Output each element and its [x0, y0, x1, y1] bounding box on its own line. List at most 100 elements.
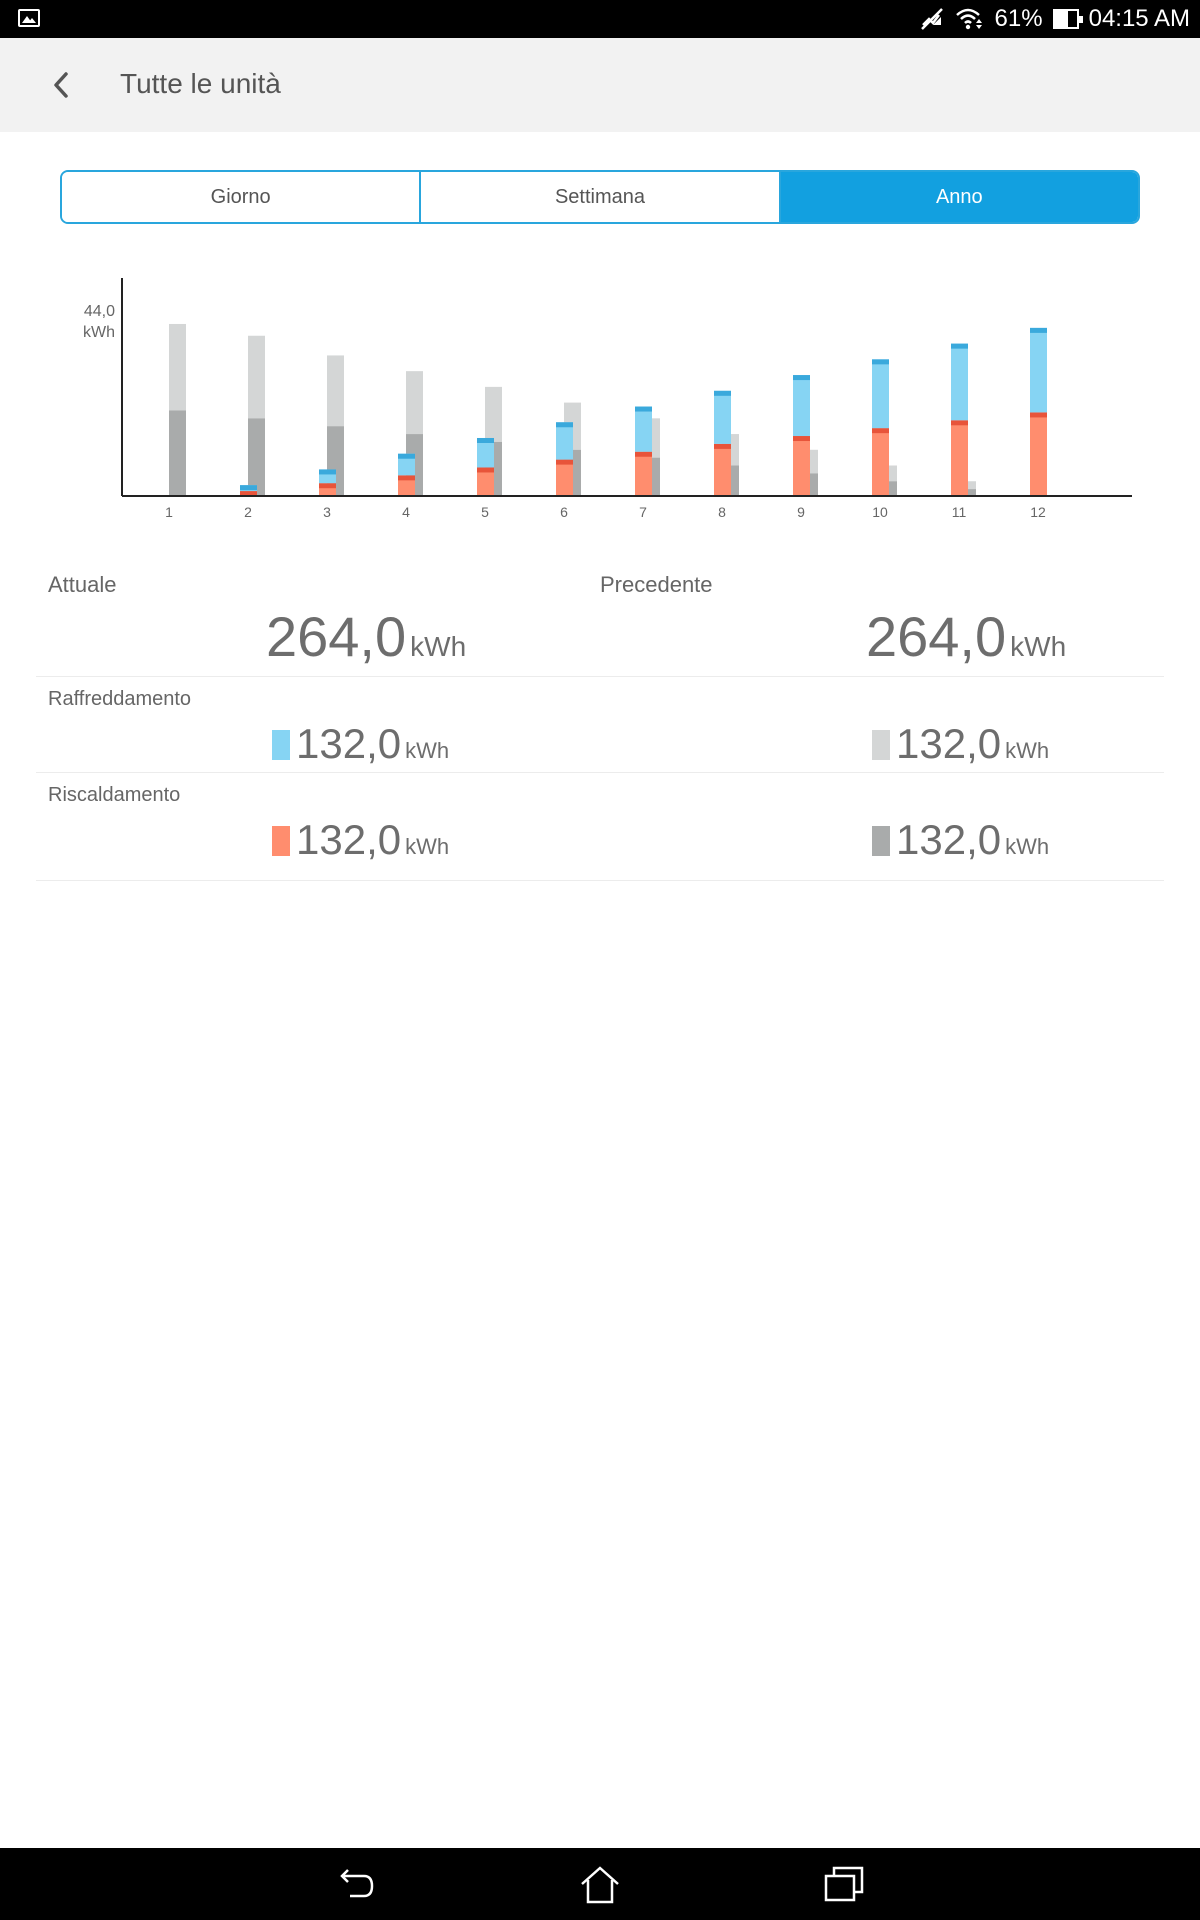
- bar-previous-heating: [248, 418, 265, 495]
- bar-current-heating: [793, 436, 810, 495]
- current-label: Attuale: [48, 572, 117, 597]
- heating-current: 132,0 kWh: [272, 816, 449, 864]
- previous-total-value: 264,0: [866, 605, 1007, 668]
- heating-previous-value: 132,0: [896, 816, 1002, 863]
- bar-current-cooling-cap: [477, 437, 494, 443]
- app-bar: Tutte le unità: [0, 38, 1200, 132]
- bar-current-cooling-cap: [872, 359, 889, 365]
- bar-current-heating-cap: [398, 475, 415, 481]
- x-tick-label: 11: [952, 504, 967, 520]
- page-title: Tutte le unità: [120, 68, 281, 99]
- battery-percent: 61%: [994, 5, 1043, 32]
- cooling-previous-unit: kWh: [1005, 738, 1050, 763]
- x-tick-label: 5: [481, 504, 489, 520]
- bar-current-heating: [477, 467, 494, 495]
- heating-previous-unit: kWh: [1005, 834, 1050, 859]
- bar-current-heating-cap: [793, 436, 810, 442]
- bar-current-cooling: [556, 422, 573, 460]
- heating-current-value: 132,0: [296, 816, 402, 863]
- cooling-current-value: 132,0: [296, 720, 402, 767]
- previous-total-unit: kWh: [1010, 631, 1067, 662]
- energy-bar-chart: 44,0 kWh 1 2 3 4 5 6 7 8 9 10 11 12: [83, 278, 1132, 520]
- bar-current-heating-cap: [240, 491, 257, 495]
- bar-previous-cooling: [169, 323, 186, 411]
- bar-current-cooling: [951, 343, 968, 421]
- bar-current-heating-cap: [556, 459, 573, 465]
- x-tick-label: 9: [797, 504, 805, 520]
- tab-settimana[interactable]: Settimana: [421, 172, 781, 222]
- bar-current-cooling: [635, 406, 652, 452]
- x-tick-label: 6: [560, 504, 568, 520]
- heating-current-unit: kWh: [405, 834, 450, 859]
- bar-current-heating-cap: [319, 483, 336, 489]
- previous-label: Precedente: [600, 572, 713, 597]
- status-bar: 61% 04:15 AM: [0, 0, 1200, 38]
- bar-current-heating: [319, 483, 336, 495]
- bar-current-cooling-cap: [714, 390, 731, 396]
- previous-total: 264,0 kWh: [866, 604, 1066, 669]
- bar-current-cooling: [872, 359, 889, 429]
- mute-icon: [920, 8, 943, 30]
- heating-current-swatch: [272, 826, 290, 856]
- cooling-previous: 132,0 kWh: [872, 720, 1049, 768]
- bar-current-cooling-cap: [240, 485, 257, 491]
- cooling-previous-value: 132,0: [896, 720, 1002, 767]
- heating-previous-swatch: [872, 826, 890, 856]
- divider: [36, 880, 1164, 881]
- x-tick-label: 7: [639, 504, 647, 520]
- home-icon[interactable]: [578, 1862, 622, 1906]
- x-tick-label: 4: [402, 504, 410, 520]
- bar-current-heating: [951, 420, 968, 495]
- bar-previous-heating: [169, 410, 186, 495]
- bar-current-heating-cap: [951, 420, 968, 426]
- bar-current-cooling-cap: [319, 469, 336, 475]
- bar-current-heating-cap: [477, 467, 494, 473]
- divider: [36, 676, 1164, 677]
- current-total: 264,0 kWh: [266, 604, 466, 669]
- cooling-previous-swatch: [872, 730, 890, 760]
- tab-giorno[interactable]: Giorno: [62, 172, 422, 222]
- x-tick-label: 3: [323, 504, 331, 520]
- cooling-label: Raffreddamento: [48, 688, 192, 710]
- period-tabs: Giorno Settimana Anno: [60, 170, 1140, 224]
- bar-current-heating-cap: [714, 443, 731, 449]
- recent-apps-icon[interactable]: [822, 1862, 866, 1906]
- x-tick-label: 2: [244, 504, 252, 520]
- bar-current-cooling-cap: [793, 375, 810, 381]
- bar-current-cooling-cap: [635, 406, 652, 412]
- bar-current-cooling-cap: [556, 422, 573, 428]
- x-tick-label: 10: [872, 504, 888, 520]
- x-tick-label: 8: [718, 504, 726, 520]
- bar-current-heating-cap: [635, 451, 652, 457]
- bar-current-heating: [1030, 412, 1047, 495]
- bar-previous-cooling: [406, 371, 423, 435]
- bar-current-heating: [714, 443, 731, 495]
- bar-current-heating: [872, 428, 889, 495]
- cooling-current-swatch: [272, 730, 290, 760]
- chevron-left-icon[interactable]: [38, 62, 84, 108]
- cooling-current-unit: kWh: [405, 738, 450, 763]
- bar-current-cooling-cap: [398, 453, 415, 459]
- bar-current-cooling: [793, 375, 810, 437]
- bar-previous-cooling: [248, 335, 265, 419]
- x-tick-label: 1: [165, 504, 173, 520]
- bar-current-cooling: [398, 453, 415, 476]
- y-unit-label: kWh: [83, 324, 115, 341]
- clock: 04:15 AM: [1088, 5, 1190, 32]
- heating-label: Riscaldamento: [48, 784, 181, 806]
- back-nav-icon[interactable]: [334, 1862, 378, 1906]
- bar-current-heating-cap: [1030, 412, 1047, 418]
- y-max-label: 44,0: [84, 303, 115, 320]
- wifi-icon: [955, 8, 982, 30]
- battery-icon: [1052, 9, 1083, 29]
- gallery-icon: [18, 9, 40, 27]
- tab-anno[interactable]: Anno: [780, 172, 1138, 222]
- divider: [36, 772, 1164, 773]
- navigation-bar: [0, 1848, 1200, 1920]
- heating-previous: 132,0 kWh: [872, 816, 1049, 864]
- bar-current-cooling: [714, 390, 731, 444]
- bar-current-cooling: [1030, 327, 1047, 413]
- current-total-unit: kWh: [410, 631, 467, 662]
- bar-current-cooling-cap: [1030, 327, 1047, 333]
- current-total-value: 264,0: [266, 605, 407, 668]
